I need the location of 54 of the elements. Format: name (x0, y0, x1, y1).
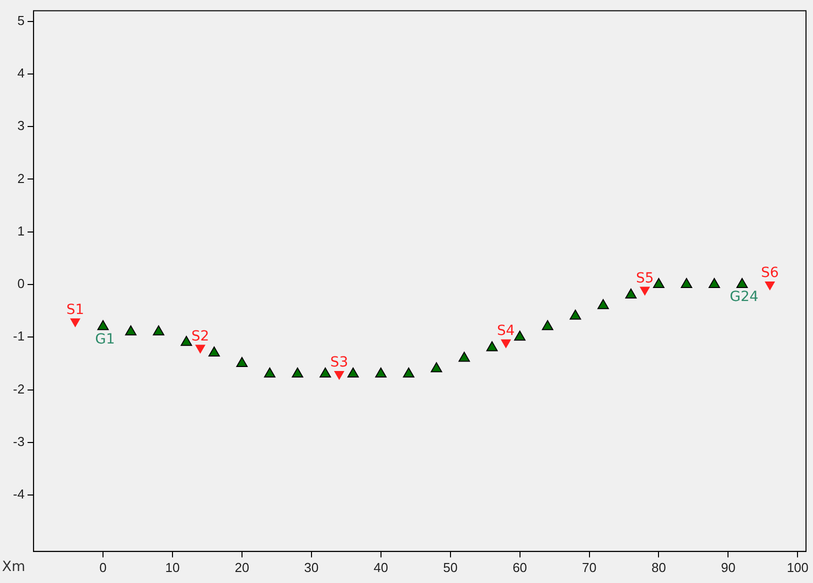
annotation: S5 (636, 270, 654, 286)
point (486, 341, 498, 352)
point (292, 368, 304, 378)
x-tick-label: 0 (99, 560, 107, 575)
point (125, 325, 137, 336)
x-tick-label: 60 (512, 560, 528, 575)
x-tick-label: 100 (786, 560, 809, 575)
point (264, 368, 276, 378)
x-tick-label: 50 (443, 560, 458, 575)
point (402, 368, 414, 378)
x-tick-label: 20 (234, 560, 250, 575)
annotation: S3 (330, 354, 348, 371)
annotation: S2 (191, 328, 210, 344)
point (570, 310, 582, 320)
y-tick-label: -2 (12, 381, 25, 396)
point (736, 278, 748, 288)
y-tick-label: -4 (12, 486, 25, 502)
y-tick-label: 0 (17, 276, 25, 292)
annotation: S1 (66, 302, 84, 318)
point (236, 356, 248, 367)
point (542, 320, 554, 330)
point (180, 336, 192, 346)
point (320, 368, 332, 378)
x-tick-label: 10 (165, 560, 180, 575)
annotation: G24 (730, 289, 759, 306)
point (514, 330, 526, 341)
point (430, 362, 442, 372)
annotation: G1 (95, 331, 115, 348)
x-tick-label: 30 (304, 560, 319, 575)
y-tick-label: 2 (17, 170, 25, 186)
x-axis-title: Xm (2, 559, 26, 576)
x-tick-label: 70 (582, 560, 597, 575)
annotation: S4 (497, 323, 515, 340)
y-tick-label: 4 (17, 66, 25, 81)
point (97, 320, 109, 330)
y-tick-label: -1 (12, 328, 25, 344)
y-tick-label: -3 (12, 434, 25, 450)
x-tick-label: 40 (374, 560, 388, 575)
x-tick-label: 80 (652, 560, 666, 575)
point (708, 278, 720, 288)
point (653, 278, 664, 288)
point (152, 325, 164, 336)
x-tick-label: 90 (720, 560, 736, 575)
y-tick-label: 5 (17, 12, 25, 28)
y-tick-label: 3 (17, 118, 25, 134)
point (375, 368, 387, 378)
point (208, 346, 220, 356)
point (625, 288, 637, 299)
point (347, 368, 359, 378)
point (458, 352, 470, 362)
y-tick-label: 1 (17, 223, 25, 238)
point (597, 299, 609, 310)
annotation: S6 (760, 265, 779, 282)
point (680, 278, 692, 288)
